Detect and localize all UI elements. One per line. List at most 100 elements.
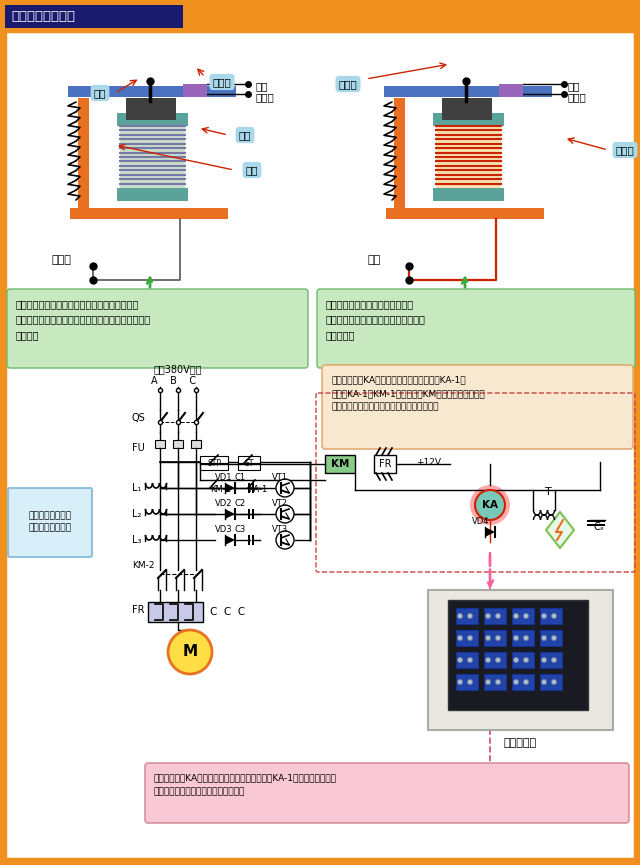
Circle shape (495, 636, 500, 640)
Circle shape (276, 479, 294, 497)
Bar (512, 630, 534, 646)
Circle shape (458, 613, 463, 618)
Text: 引脚: 引脚 (256, 81, 269, 91)
Circle shape (486, 657, 490, 663)
Text: VT1: VT1 (272, 473, 288, 482)
Bar (484, 674, 506, 690)
Text: VD3: VD3 (215, 525, 232, 534)
Text: 中间继电器: 中间继电器 (504, 738, 537, 748)
Polygon shape (225, 509, 235, 519)
Bar (155, 440, 165, 448)
Bar (325, 455, 355, 473)
Bar (173, 440, 183, 448)
Circle shape (467, 613, 472, 618)
Text: FR: FR (132, 605, 145, 615)
Bar (252, 535, 254, 545)
Text: KM-1: KM-1 (210, 485, 231, 494)
Bar (238, 456, 260, 470)
Text: 动触点: 动触点 (212, 77, 232, 87)
Circle shape (168, 630, 212, 674)
Text: 动触点: 动触点 (339, 79, 357, 89)
Text: 线圈: 线圈 (246, 165, 259, 175)
Circle shape (495, 680, 500, 684)
FancyBboxPatch shape (145, 763, 629, 823)
Bar (456, 608, 478, 624)
Bar (540, 652, 562, 668)
Bar (120, 124, 185, 190)
Bar (117, 188, 188, 201)
Circle shape (513, 636, 518, 640)
Bar (587, 524, 605, 526)
Bar (448, 600, 588, 710)
Text: 交流380V输入: 交流380V输入 (154, 364, 202, 374)
Bar (117, 113, 188, 126)
Text: QS: QS (132, 413, 146, 423)
FancyBboxPatch shape (317, 289, 635, 368)
Bar (540, 630, 562, 646)
Text: VD4: VD4 (472, 517, 490, 526)
Text: C1: C1 (234, 473, 246, 482)
Text: VD2: VD2 (215, 499, 232, 508)
Bar (248, 483, 250, 493)
Circle shape (276, 531, 294, 549)
Text: FR: FR (379, 459, 391, 469)
Text: Cₓ: Cₓ (593, 522, 604, 532)
Circle shape (513, 657, 518, 663)
Circle shape (486, 680, 490, 684)
Circle shape (276, 505, 294, 523)
Circle shape (486, 636, 490, 640)
Bar (70, 208, 228, 219)
Bar (436, 124, 501, 190)
Text: KM-2: KM-2 (132, 561, 154, 570)
Text: L₂: L₂ (132, 509, 141, 519)
Text: L₃: L₃ (132, 535, 141, 545)
Text: C  C  C: C C C (210, 607, 245, 617)
Bar (484, 608, 506, 624)
FancyBboxPatch shape (7, 289, 308, 368)
Text: A    B    C: A B C (152, 376, 196, 386)
Circle shape (524, 657, 529, 663)
Polygon shape (485, 527, 495, 537)
Circle shape (458, 657, 463, 663)
Bar (384, 86, 552, 97)
Text: KA: KA (482, 500, 498, 510)
Text: +12V: +12V (416, 458, 441, 467)
Bar (456, 674, 478, 690)
Text: 铁芯: 铁芯 (93, 88, 106, 98)
Text: 电磁继电器通电后，铁芯被磁化，产生的电磁力
吸动衔铁并带动弹簧片，使动触点与静触点闭合，接
通电路。: 电磁继电器通电后，铁芯被磁化，产生的电磁力 吸动衔铁并带动弹簧片，使动触点与静触… (16, 299, 151, 340)
Circle shape (541, 680, 547, 684)
Circle shape (552, 613, 557, 618)
Bar (587, 520, 605, 522)
Text: L₁: L₁ (132, 483, 141, 493)
Text: VD1: VD1 (215, 473, 232, 482)
Text: VT2: VT2 (272, 499, 288, 508)
Circle shape (486, 613, 490, 618)
Circle shape (495, 613, 500, 618)
Bar (252, 483, 254, 493)
Text: 引脚: 引脚 (567, 81, 579, 91)
Text: VT3: VT3 (272, 525, 288, 534)
Bar (484, 630, 506, 646)
Text: 电磁继电器的功能: 电磁继电器的功能 (11, 10, 75, 23)
Text: 当中间继电器KA通电后，中间继电器的触点KA-1也
闭合，KA-1与KM-1串联接在为KM供电的电路中，维持
交流接触器的吸合状态，使磨面机正常工作。: 当中间继电器KA通电后，中间继电器的触点KA-1也 闭合，KA-1与KM-1串联… (331, 375, 484, 412)
Text: KM: KM (331, 459, 349, 469)
Circle shape (541, 657, 547, 663)
Circle shape (467, 636, 472, 640)
Bar (512, 674, 534, 690)
Circle shape (513, 613, 518, 618)
Text: ST: ST (244, 458, 253, 467)
Text: KA-1: KA-1 (248, 485, 268, 494)
Bar (5, 5, 183, 28)
Polygon shape (546, 512, 574, 548)
Text: C2: C2 (234, 499, 246, 508)
Bar (540, 674, 562, 690)
Circle shape (524, 613, 529, 618)
Bar (433, 113, 504, 126)
Circle shape (524, 680, 529, 684)
Text: FU: FU (132, 443, 145, 453)
Bar (512, 608, 534, 624)
Bar (394, 98, 405, 210)
Circle shape (458, 636, 463, 640)
Bar (484, 652, 506, 668)
Circle shape (541, 613, 547, 618)
